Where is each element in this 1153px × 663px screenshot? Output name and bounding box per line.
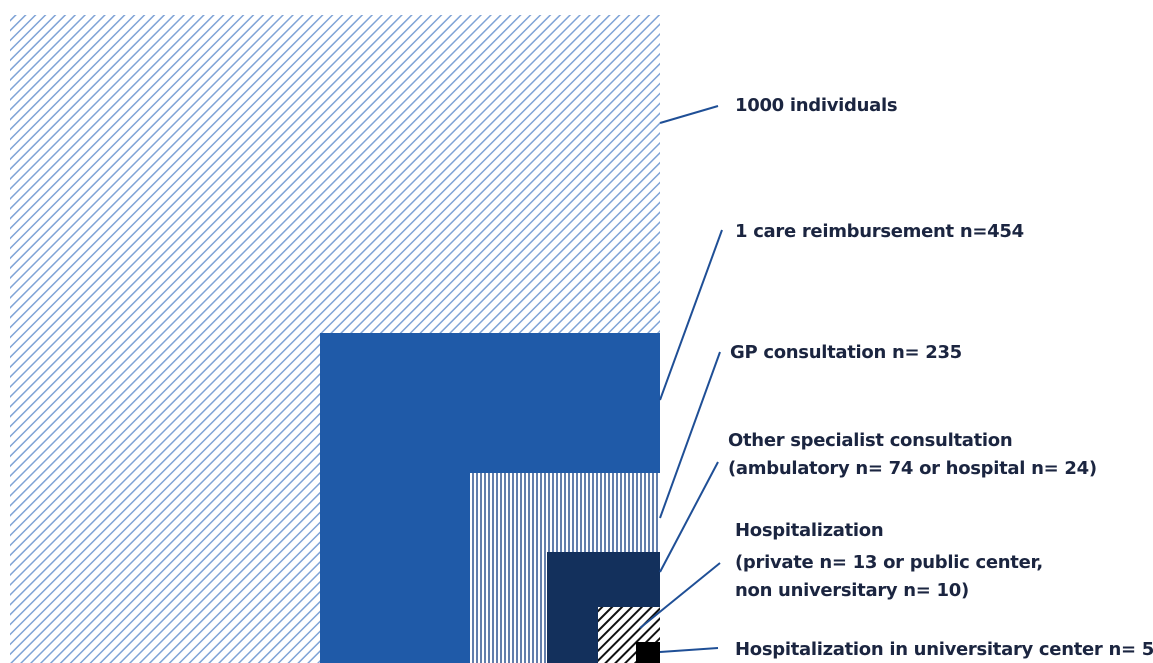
label: Hospitalization bbox=[735, 520, 883, 541]
leader-line bbox=[659, 461, 719, 573]
leader-line bbox=[639, 562, 721, 629]
label: Hospitalization in universitary center n… bbox=[735, 639, 1153, 660]
label: (private n= 13 or public center, bbox=[735, 552, 1043, 573]
leader-line bbox=[659, 351, 721, 519]
label: (ambulatory n= 74 or hospital n= 24) bbox=[728, 458, 1097, 479]
label: Other specialist consultation bbox=[728, 430, 1012, 451]
leader-line bbox=[659, 105, 719, 124]
leader-line bbox=[659, 647, 719, 653]
label: GP consultation n= 235 bbox=[730, 342, 962, 363]
label: non universitary n= 10) bbox=[735, 580, 969, 601]
leader-line bbox=[659, 229, 723, 401]
level-university bbox=[636, 642, 660, 663]
label: 1 care reimbursement n=454 bbox=[735, 221, 1024, 242]
label: 1000 individuals bbox=[735, 95, 897, 116]
